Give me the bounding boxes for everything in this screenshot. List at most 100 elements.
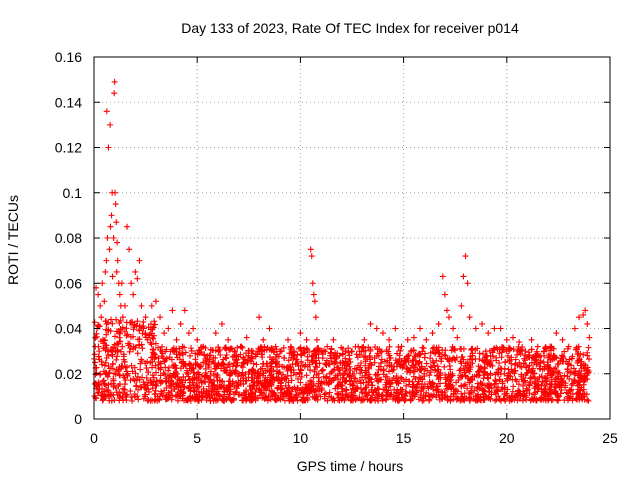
- band-point: [416, 374, 423, 381]
- band-point: [555, 369, 562, 376]
- band-point: [208, 379, 215, 386]
- band-point: [276, 377, 283, 384]
- band-point: [435, 388, 442, 395]
- band-point: [160, 370, 167, 377]
- band-point: [122, 364, 129, 371]
- data-point: [107, 223, 114, 230]
- band-point: [442, 380, 449, 387]
- band-point: [501, 370, 508, 377]
- data-point: [121, 302, 128, 309]
- band-point: [493, 384, 500, 391]
- band-point: [300, 390, 307, 397]
- data-point: [458, 302, 465, 309]
- band-point: [491, 345, 498, 352]
- band-point: [498, 386, 505, 393]
- band-point: [581, 370, 588, 377]
- band-point: [496, 350, 503, 357]
- band-point: [378, 376, 385, 383]
- data-points: [91, 78, 593, 404]
- band-point: [144, 397, 151, 404]
- band-point: [524, 386, 531, 393]
- band-point: [145, 386, 152, 393]
- data-point: [313, 336, 320, 343]
- data-point: [97, 302, 104, 309]
- band-point: [248, 377, 255, 384]
- band-point: [512, 368, 519, 375]
- band-point: [176, 351, 183, 358]
- data-point: [516, 339, 523, 346]
- band-point: [149, 334, 156, 341]
- band-point: [142, 393, 149, 400]
- band-point: [176, 345, 183, 352]
- band-point: [277, 395, 284, 402]
- y-tick-label: 0.06: [55, 275, 82, 291]
- band-point: [504, 372, 511, 379]
- band-point: [163, 393, 170, 400]
- band-point: [383, 392, 390, 399]
- band-point: [142, 331, 149, 338]
- data-point: [547, 343, 554, 350]
- data-point: [497, 325, 504, 332]
- band-point: [519, 344, 526, 351]
- band-point: [541, 382, 548, 389]
- data-point: [553, 330, 560, 337]
- band-point: [248, 354, 255, 361]
- data-point: [113, 268, 120, 275]
- band-point: [155, 344, 162, 351]
- band-point: [568, 362, 575, 369]
- band-point: [415, 350, 422, 357]
- band-point: [221, 345, 228, 352]
- band-point: [458, 353, 465, 360]
- band-point: [186, 365, 193, 372]
- band-point: [246, 396, 253, 403]
- band-point: [101, 388, 108, 395]
- band-point: [375, 386, 382, 393]
- band-point: [144, 358, 151, 365]
- data-point: [565, 343, 572, 350]
- data-point: [342, 348, 349, 355]
- band-point: [371, 354, 378, 361]
- band-point: [222, 344, 229, 351]
- data-point: [106, 246, 113, 253]
- band-point: [303, 345, 310, 352]
- band-point: [367, 346, 374, 353]
- band-point: [381, 386, 388, 393]
- band-point: [410, 367, 417, 374]
- band-point: [501, 396, 508, 403]
- y-tick-label: 0.02: [55, 366, 82, 382]
- band-point: [239, 364, 246, 371]
- band-point: [463, 367, 470, 374]
- data-point: [485, 330, 492, 337]
- band-point: [552, 384, 559, 391]
- band-point: [540, 396, 547, 403]
- band-point: [518, 371, 525, 378]
- band-point: [237, 351, 244, 358]
- band-point: [423, 389, 430, 396]
- band-point: [166, 364, 173, 371]
- band-point: [229, 363, 236, 370]
- band-point: [547, 347, 554, 354]
- data-point: [509, 334, 516, 341]
- band-point: [355, 362, 362, 369]
- band-point: [163, 346, 170, 353]
- band-point: [479, 381, 486, 388]
- band-point: [109, 353, 116, 360]
- band-point: [448, 347, 455, 354]
- band-point: [404, 365, 411, 372]
- band-point: [581, 391, 588, 398]
- x-tick-labels: 0 5 10 15 20 25: [90, 430, 618, 446]
- data-point: [582, 307, 589, 314]
- band-point: [298, 367, 305, 374]
- band-point: [541, 345, 548, 352]
- band-point: [288, 377, 295, 384]
- band-point: [365, 381, 372, 388]
- band-point: [123, 363, 130, 370]
- y-tick-label: 0.16: [55, 49, 82, 65]
- band-point: [297, 379, 304, 386]
- band-point: [168, 396, 175, 403]
- band-point: [195, 369, 202, 376]
- band-point: [103, 393, 110, 400]
- band-point: [235, 391, 242, 398]
- data-point: [231, 348, 238, 355]
- band-point: [357, 380, 364, 387]
